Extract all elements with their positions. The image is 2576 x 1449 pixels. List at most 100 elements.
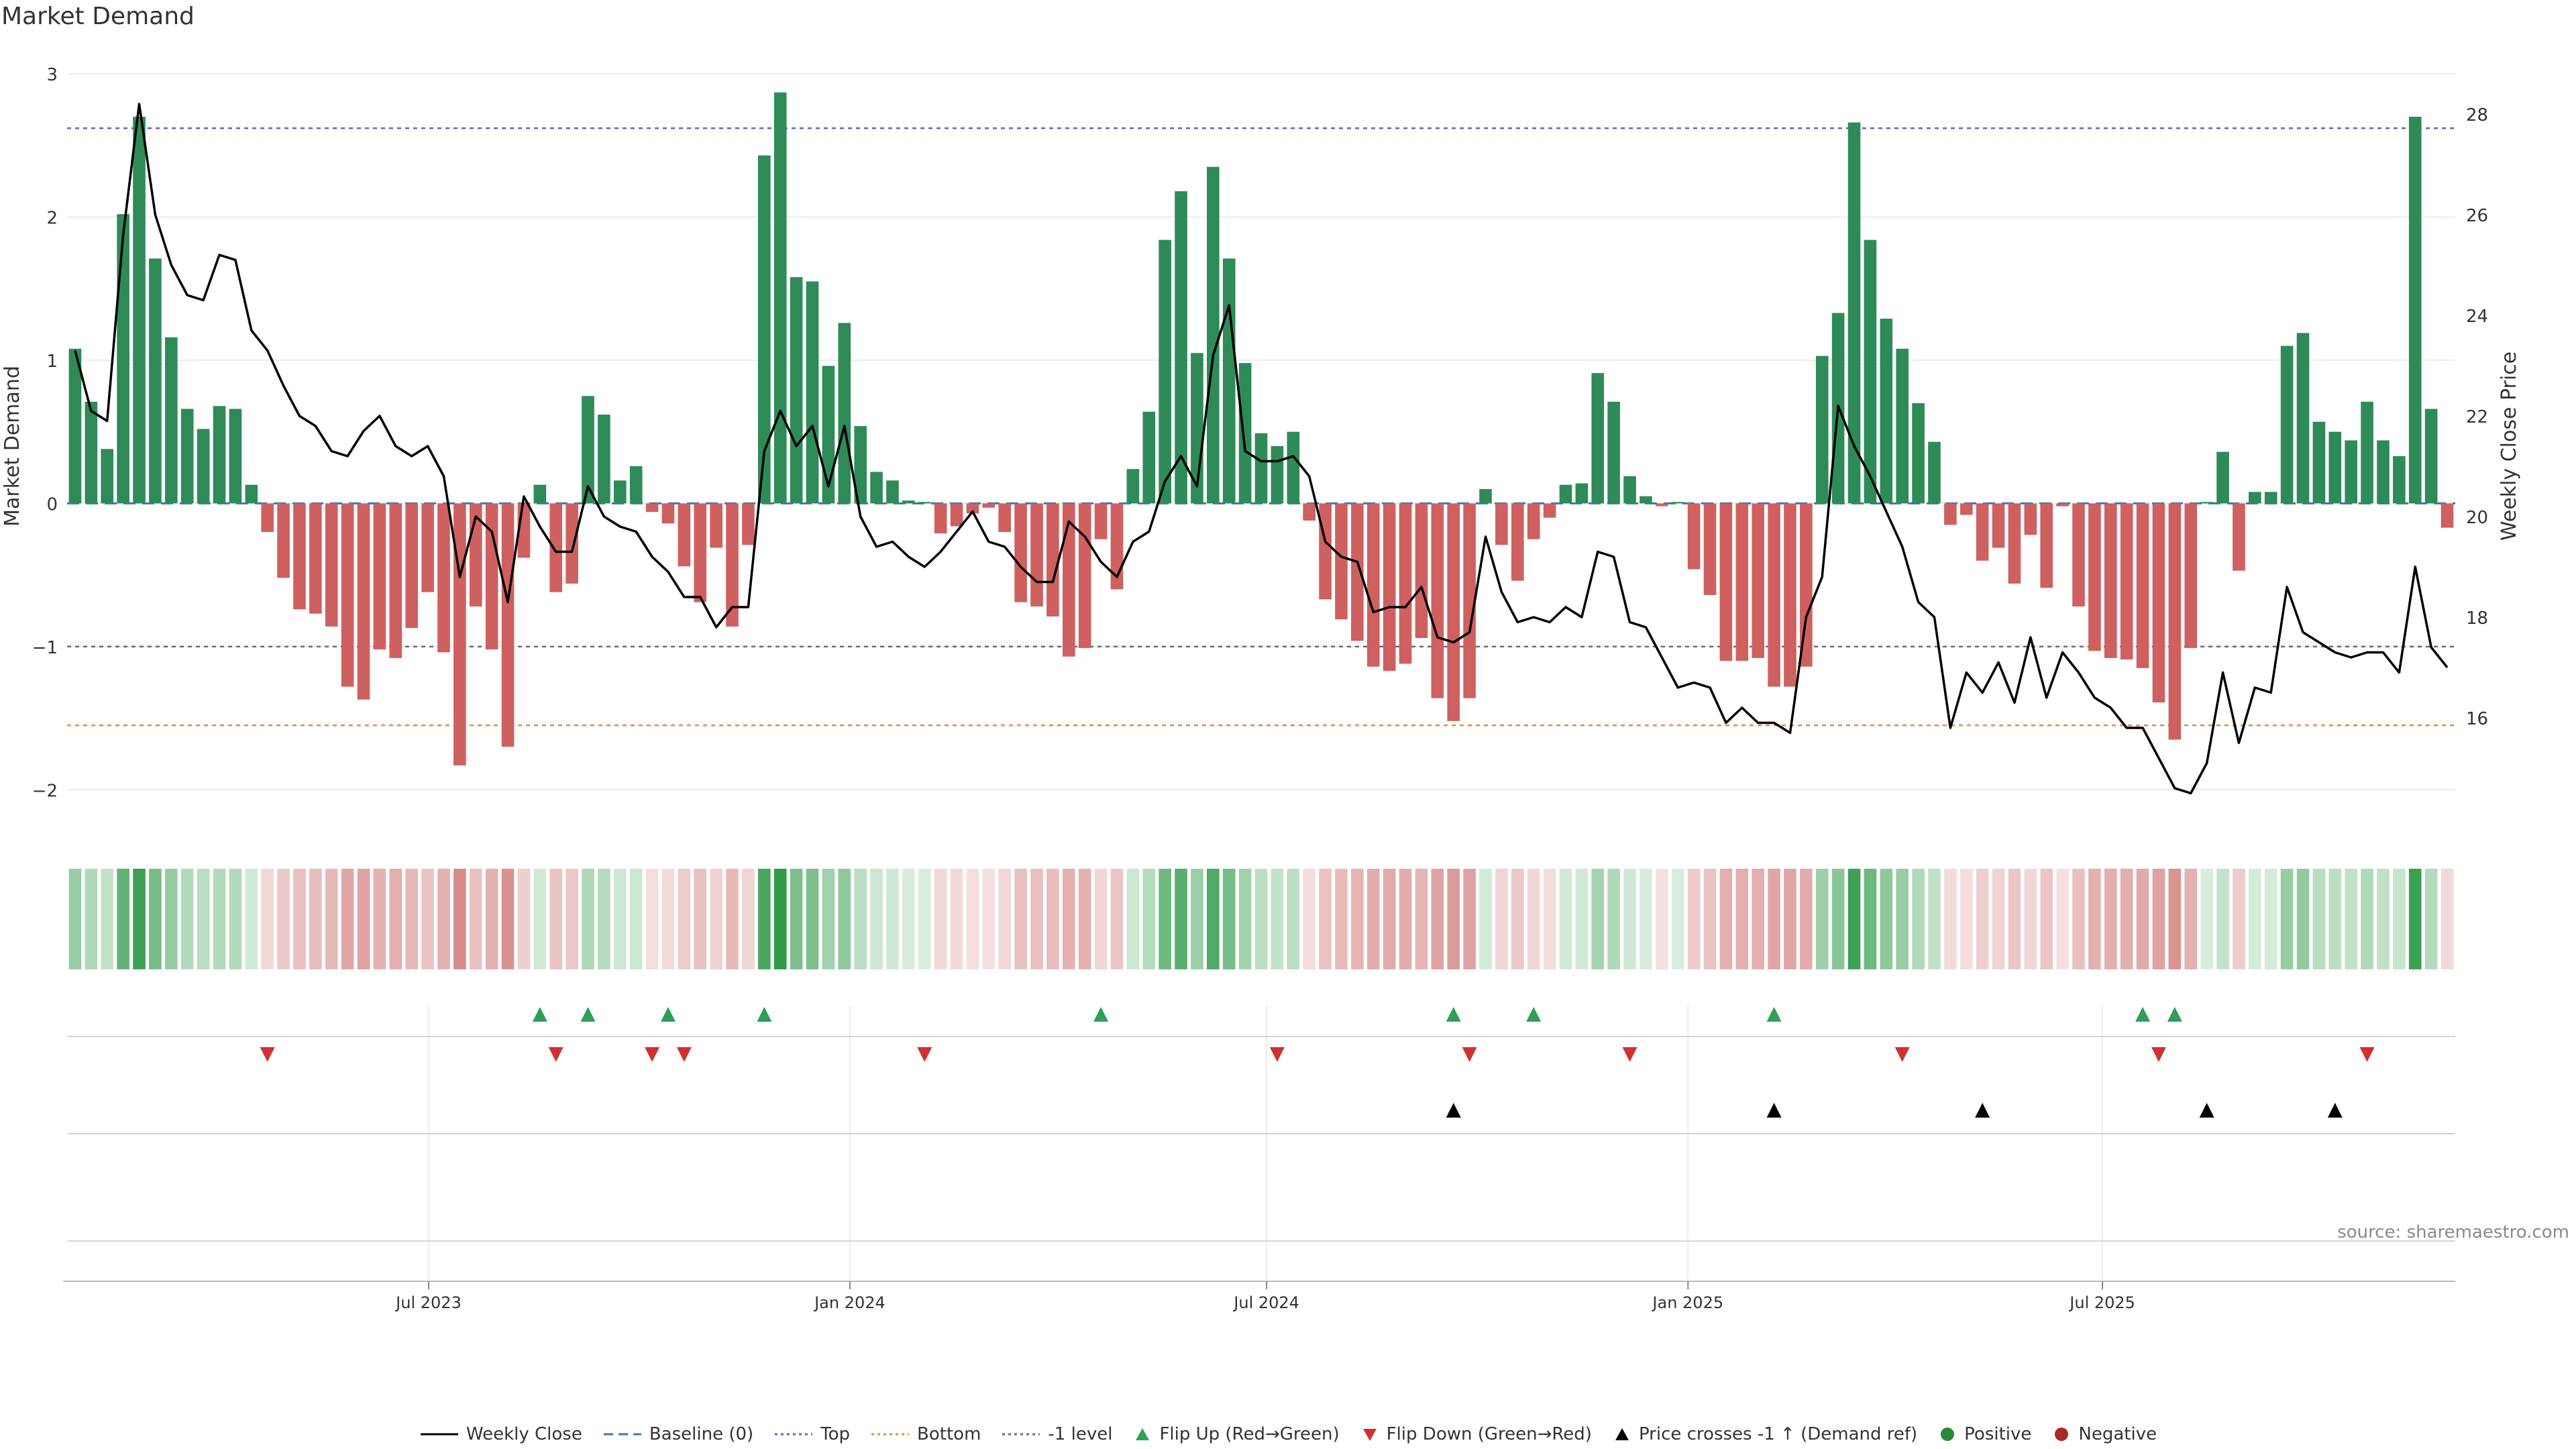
demand-bar [117,214,129,504]
demand-bar [2168,503,2182,740]
demand-bar [598,415,610,504]
demand-bar [2024,503,2037,535]
demand-bar [485,503,498,650]
strip-cell [309,869,322,969]
legend-symbol [775,1433,813,1436]
strip-cell [1671,869,1684,969]
strip-cell [582,869,594,969]
legend-item: Price crosses -1 ↑ (Demand ref) [1612,1424,1917,1444]
demand-bar [261,503,274,533]
legend-symbol [1136,1428,1150,1440]
strip-cell [101,869,114,969]
demand-bar [1992,503,2005,548]
flip-up-marker [2167,1007,2182,1022]
strip-cell [2361,869,2373,969]
strip-cell [2040,869,2053,969]
legend-label: Price crosses -1 ↑ (Demand ref) [1638,1424,1918,1444]
demand-bar [1399,503,1412,664]
strip-cell [1062,869,1075,969]
strip-cell [1094,869,1108,969]
strip-cell [117,869,129,969]
demand-bar [1719,503,1733,661]
demand-bar [1768,503,1780,687]
y2-tick-label: 28 [2466,105,2488,125]
strip-cell [2264,869,2277,969]
strip-cell [982,869,996,969]
strip-cell [2424,869,2438,969]
flip-down-marker [260,1047,275,1062]
flip-down-marker [2359,1047,2375,1062]
flip-up-marker [580,1007,596,1022]
strip-cell [1319,869,1332,969]
demand-bar [1864,239,1877,504]
demand-bar [1671,502,1684,504]
strip-cell [1864,869,1877,969]
legend-item: Baseline (0) [602,1424,753,1444]
strip-cell [1126,869,1140,969]
strip-cell [1142,869,1156,969]
strip-cell [453,869,466,969]
strip-cell [325,869,338,969]
demand-bar [213,406,226,504]
legend-symbol [1615,1428,1629,1440]
demand-bar [2296,333,2310,504]
demand-bar [2152,503,2165,703]
demand-bar [68,348,82,504]
demand-bar [2440,503,2454,528]
strip-cell [245,869,258,969]
strip-cell [2312,869,2326,969]
demand-bar [2216,451,2229,504]
demand-bar [1014,503,1027,602]
strip-cell [1078,869,1091,969]
legend-symbol [420,1433,458,1436]
demand-bar [245,484,258,504]
demand-bar [790,277,803,504]
grid-layer [67,73,2455,1281]
demand-bar [918,502,931,504]
legend-item: Bottom [870,1424,981,1444]
demand-bar [1543,503,1556,518]
price-cross-marker [1975,1103,1990,1118]
demand-bar [773,92,787,504]
flip-up-marker [532,1007,547,1022]
strip-cell [934,869,947,969]
demand-bar [838,323,851,504]
demand-bar [2056,503,2069,506]
strip-cell [2088,869,2101,969]
strip-cell [2008,869,2021,969]
strip-cell [2184,869,2198,969]
x-axis: Jul 2023 Jan 2024 Jul 2024 Jan 2025 Jul 2025 [63,1281,2455,1312]
strip-cell [1110,869,1124,969]
demand-bar [2424,409,2438,504]
demand-bar [726,503,739,627]
strip-cell [501,869,515,969]
demand-bar [1847,122,1861,504]
strip-cell [1880,869,1893,969]
strip-cell [1479,869,1492,969]
demand-bar [421,503,434,592]
strip-cell [1640,869,1652,969]
demand-bar [1078,503,1091,648]
legend-item: Flip Down (Green→Red) [1360,1424,1592,1444]
legend-item: -1 level [1001,1424,1112,1444]
strip-cell [613,869,627,969]
y2-tick-label: 24 [2466,307,2488,327]
demand-bar [854,426,867,504]
legend-triangle-up [1615,1428,1629,1440]
x-tick-label: Jan 2024 [813,1293,885,1312]
strip-cell [1303,869,1316,969]
strip-cell [1415,869,1428,969]
demand-bar [1575,483,1589,504]
flip-down-marker [548,1047,564,1062]
demand-bar [101,449,114,504]
strip-cell [373,869,386,969]
event-markers [67,1007,2455,1242]
strip-cell [2200,869,2213,969]
strip-cell [2296,869,2310,969]
strip-cell [549,869,563,969]
demand-bar [277,503,290,578]
legend-dot [2055,1428,2069,1441]
demand-bar [1142,411,1156,504]
demand-bar [1896,348,1909,504]
strip-cell [710,869,722,969]
